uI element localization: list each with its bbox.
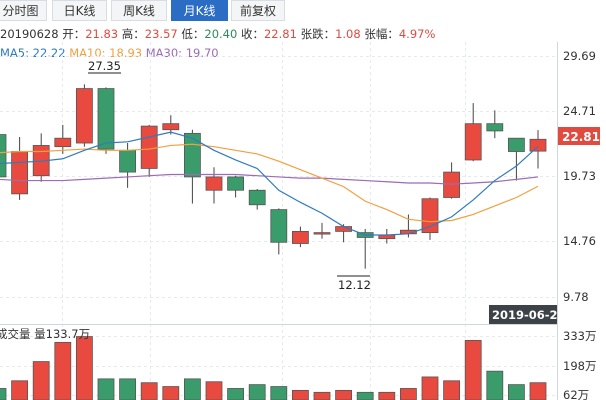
candle-down [248, 189, 266, 206]
volume-bar [227, 388, 245, 400]
current-price-tag [558, 127, 600, 145]
price-tick: 9.78 [563, 290, 589, 304]
volume-bar [183, 378, 201, 400]
info-change-label: 张跌： [300, 27, 336, 41]
info-low-label: 低： [181, 27, 205, 41]
volume-bar [205, 381, 223, 400]
info-close-label: 收： [240, 27, 264, 41]
info-pct: 4.97% [398, 27, 436, 41]
volume-bar [421, 376, 439, 400]
candle-down [183, 132, 201, 178]
candle-up [313, 232, 331, 235]
candle-up [464, 123, 482, 161]
tab-monthly-k[interactable]: 月K线 [171, 0, 228, 21]
candle-up [162, 123, 180, 131]
volume-bar [486, 370, 504, 400]
volume-bar [291, 389, 309, 400]
info-date: 20190628 [0, 27, 59, 41]
candle-down [0, 134, 7, 178]
tab-time-sharing[interactable]: 分时图 [0, 0, 47, 21]
info-open: 21.83 [85, 27, 119, 41]
date-marker-tag [489, 305, 557, 324]
volume-bar [162, 386, 180, 400]
volume-bar [270, 386, 288, 400]
volume-bar [140, 382, 158, 400]
info-pct-label: 张幅： [364, 27, 399, 41]
info-high: 23.57 [144, 27, 178, 41]
candle-up [205, 176, 223, 191]
candle-down [227, 176, 245, 191]
volume-bar [399, 388, 417, 400]
ma-lines [0, 131, 539, 236]
info-change: 1.08 [335, 27, 361, 41]
volume-bar [464, 340, 482, 400]
price-tick: 19.73 [563, 169, 596, 183]
candle-up [291, 230, 309, 244]
volume-bar [335, 389, 353, 400]
volume-bar [32, 361, 50, 400]
candle-up [11, 151, 29, 195]
price-tick: 24.71 [563, 104, 596, 118]
current-price-value: 22.81 [562, 130, 600, 144]
candle-down [119, 149, 136, 173]
volume-bar [356, 391, 374, 400]
info-low: 20.40 [204, 27, 238, 41]
ma10-legend: MA10: 18.93 [69, 46, 143, 60]
candle-up [529, 138, 547, 152]
volume-bars [0, 336, 547, 400]
candle-down [507, 137, 525, 152]
volume-bar [313, 391, 331, 400]
tab-weekly-k[interactable]: 周K线 [111, 0, 167, 21]
ma5-line [0, 131, 539, 236]
volume-title: 成交量 量133.7万 [0, 327, 90, 341]
volume-bar [11, 380, 29, 400]
candle-up [443, 171, 461, 198]
volume-tick: 62万 [563, 388, 589, 400]
volume-bar [119, 378, 136, 400]
volume-bar [54, 341, 72, 400]
candle-down [486, 123, 504, 132]
candle-up [421, 198, 439, 234]
volume-bar [97, 378, 115, 400]
candle-up [54, 137, 72, 148]
volume-bar [248, 384, 266, 400]
volume-bar [0, 388, 7, 400]
price-tick: 29.69 [563, 49, 596, 63]
info-open-label: 开： [62, 27, 86, 41]
info-close: 22.81 [263, 27, 297, 41]
ma30-line [0, 173, 539, 185]
candle-down [270, 209, 288, 243]
volume-tick: 198万 [563, 359, 596, 373]
volume-tick: 333万 [563, 329, 596, 343]
volume-bar [507, 384, 525, 400]
tab-daily-k[interactable]: 日K线 [52, 0, 107, 21]
info-high-label: 高： [121, 27, 145, 41]
low-annotation: 12.12 [338, 278, 371, 292]
period-tab-bar: 分时图 日K线 周K线 月K线 前复权 [0, 0, 606, 22]
volume-bar [378, 391, 396, 400]
ohlc-info-line: 20190628 开：21.83 高：23.57 低：20.40 收：22.81… [0, 26, 435, 42]
date-marker: 2019-06-28 [492, 308, 566, 322]
candle-down [97, 88, 115, 150]
volume-bar [529, 382, 547, 400]
volume-bar [76, 336, 93, 400]
tab-adjust-forward[interactable]: 前复权 [231, 0, 285, 21]
volume-bar [443, 380, 461, 400]
price-tick: 14.76 [563, 234, 596, 248]
high-annotation: 27.35 [88, 59, 121, 73]
candles [0, 84, 547, 269]
candle-up [76, 88, 93, 144]
candle-up [140, 125, 158, 169]
